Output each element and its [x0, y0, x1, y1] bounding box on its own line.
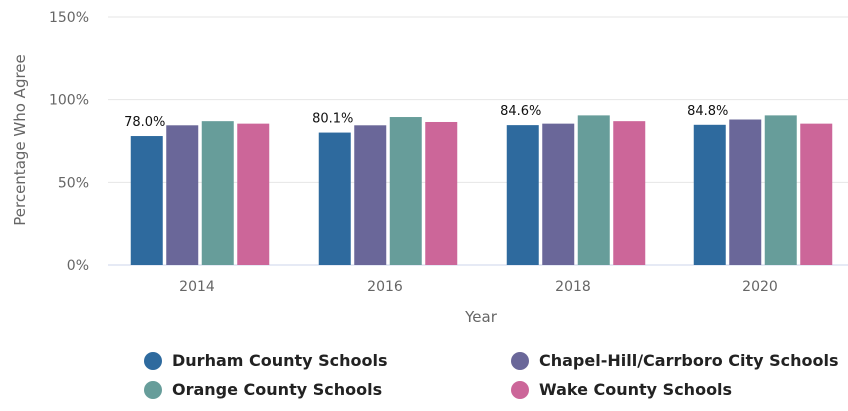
x-tick-label: 2014 [179, 279, 215, 295]
data-label: 80.1% [312, 112, 353, 127]
x-tick-label: 2018 [555, 279, 591, 295]
x-axis-ticks: 2014 2016 2018 2020 [179, 279, 778, 295]
x-tick-label: 2016 [367, 279, 403, 295]
y-tick-label: 50% [58, 175, 89, 191]
y-axis-title: Percentage Who Agree [11, 54, 29, 226]
data-label: 84.6% [500, 104, 541, 119]
y-tick-label: 100% [49, 93, 89, 109]
bar[interactable] [577, 115, 610, 265]
bars [130, 115, 833, 266]
legend-label: Orange County Schools [172, 380, 383, 399]
legend-marker [144, 351, 162, 370]
bar[interactable] [354, 125, 387, 265]
bar[interactable] [425, 121, 458, 265]
bar[interactable] [166, 125, 199, 265]
bar[interactable] [693, 124, 726, 265]
bar[interactable] [318, 132, 351, 265]
y-tick-label: 150% [49, 10, 89, 26]
bar[interactable] [613, 121, 646, 265]
x-axis-title: Year [464, 308, 498, 326]
legend-label: Chapel-Hill/Carrboro City Schools [539, 351, 839, 370]
legend-label: Durham County Schools [172, 351, 388, 370]
legend-item[interactable]: Orange County Schools [144, 380, 382, 399]
bar[interactable] [800, 123, 833, 265]
data-label: 78.0% [124, 115, 165, 130]
bar[interactable] [542, 123, 575, 265]
x-tick-label: 2020 [742, 279, 778, 295]
bar[interactable] [389, 117, 422, 265]
y-tick-label: 0% [67, 258, 89, 274]
bar[interactable] [729, 119, 762, 265]
data-labels: 78.0% 80.1% 84.6% 84.8% [124, 104, 728, 130]
legend-item[interactable]: Chapel-Hill/Carrboro City Schools [511, 351, 839, 370]
bar[interactable] [506, 125, 539, 266]
bar[interactable] [201, 121, 234, 265]
legend-label: Wake County Schools [539, 380, 733, 399]
legend-item[interactable]: Durham County Schools [144, 351, 388, 370]
data-label: 84.8% [687, 104, 728, 119]
bar[interactable] [237, 123, 270, 265]
legend-marker [144, 380, 162, 399]
bar[interactable] [764, 115, 797, 265]
legend-marker [511, 351, 529, 370]
legend-item[interactable]: Wake County Schools [511, 380, 732, 399]
bar[interactable] [130, 136, 163, 265]
legend-marker [511, 380, 529, 399]
y-axis-ticks: 0% 50% 100% 150% [49, 10, 89, 274]
